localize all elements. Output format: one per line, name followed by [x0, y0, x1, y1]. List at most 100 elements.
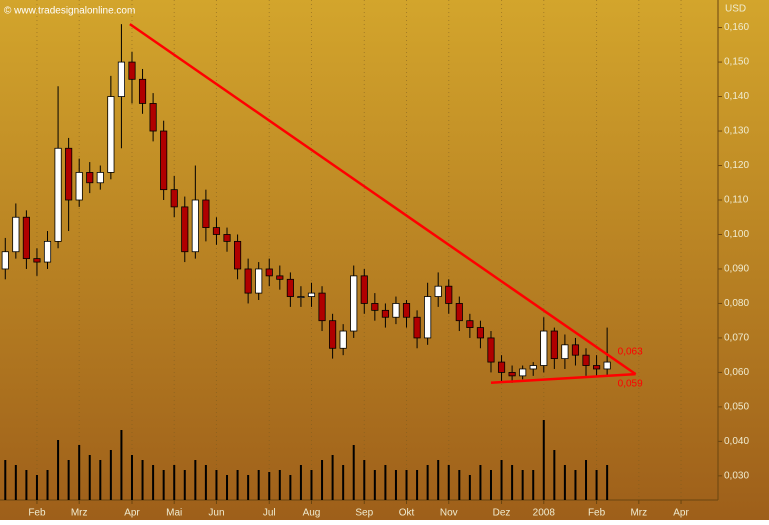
volume-bar	[574, 470, 577, 500]
volume-bar	[416, 470, 419, 500]
x-tick-label: Mrz	[71, 508, 88, 519]
candle-body	[476, 327, 484, 339]
y-tick-label: 0,070	[724, 333, 749, 344]
volume-bar	[606, 465, 609, 500]
volume-bar	[553, 450, 556, 500]
volume-bar	[384, 465, 387, 500]
candle-body	[497, 361, 506, 373]
candle-body	[12, 216, 20, 253]
volume-bar	[447, 465, 450, 500]
volume-bar	[299, 465, 302, 500]
volume-bar	[394, 470, 397, 500]
volume-bar	[500, 460, 503, 500]
candle-body	[434, 285, 442, 297]
volume-bar	[278, 470, 281, 500]
volume-bar	[162, 470, 165, 500]
candle-body	[255, 268, 263, 294]
candle-body	[519, 368, 527, 377]
y-tick-label: 0,120	[724, 160, 749, 171]
y-tick-label: 0,050	[724, 402, 749, 413]
volume-bar	[78, 445, 81, 500]
volume-bar	[268, 472, 271, 500]
x-tick-label: Apr	[673, 508, 689, 519]
volume-bar	[152, 465, 155, 500]
candle-body	[508, 372, 516, 377]
volume-bar	[532, 470, 535, 500]
trend-line	[490, 372, 636, 385]
y-tick-label: 0,110	[724, 195, 749, 206]
volume-bar	[563, 465, 566, 500]
candle-body	[223, 234, 231, 242]
volume-bar	[88, 455, 91, 500]
volume-bar	[585, 460, 588, 500]
candle-body	[22, 216, 30, 260]
volume-bar	[468, 475, 471, 500]
candle-body	[603, 361, 611, 370]
y-tick-label: 0,150	[724, 57, 749, 68]
volume-bar	[542, 420, 545, 500]
x-tick-label: Okt	[399, 508, 415, 519]
volume-bar	[373, 470, 376, 500]
candle-body	[149, 103, 157, 132]
candle-body	[445, 285, 453, 304]
chart-title: © www.tradesignalonline.com	[4, 6, 135, 17]
annotation: 0,059	[618, 379, 643, 390]
volume-bar	[363, 460, 366, 500]
candle-body	[96, 172, 104, 184]
candle-body	[265, 268, 273, 277]
candle-body	[212, 227, 221, 235]
x-tick-label: Nov	[440, 508, 458, 519]
volume-bar	[67, 460, 70, 500]
volume-bar	[405, 470, 408, 500]
candle-body	[540, 330, 548, 366]
y-tick-label: 0,040	[724, 436, 749, 447]
volume-bar	[247, 475, 250, 500]
x-tick-label: Dez	[493, 508, 511, 519]
volume-bar	[342, 465, 345, 500]
x-tick-label: Aug	[303, 508, 321, 519]
candle-body	[466, 320, 474, 328]
candle-body	[1, 251, 9, 270]
candle-body	[582, 354, 590, 366]
volume-bar	[479, 465, 482, 500]
volume-bar	[331, 455, 334, 500]
volume-bar	[120, 430, 123, 500]
volume-bar	[236, 470, 239, 500]
candle-body	[318, 292, 326, 322]
volume-bar	[4, 460, 7, 500]
volume-bar	[14, 465, 17, 500]
volume-bar	[595, 470, 598, 500]
x-tick-label: Feb	[28, 508, 46, 519]
volume-bar	[109, 450, 112, 500]
x-tick-label: Sep	[355, 508, 373, 519]
candle-body	[138, 78, 147, 104]
candle-body	[381, 309, 389, 318]
candle-body	[234, 240, 242, 270]
volume-bar	[310, 470, 313, 500]
candle-body	[54, 147, 62, 242]
volume-bar	[57, 440, 60, 500]
volume-bar	[130, 455, 133, 500]
trend-line	[129, 23, 637, 376]
candle-body	[307, 292, 316, 297]
volume-bar	[511, 465, 514, 500]
volume-bar	[99, 460, 102, 500]
candle-body	[571, 344, 580, 356]
x-tick-label: Mrz	[630, 508, 647, 519]
candle-body	[75, 172, 83, 201]
y-tick-label: 0,030	[724, 471, 749, 482]
volume-bar	[458, 470, 461, 500]
volume-bar	[204, 465, 207, 500]
volume-bar	[352, 445, 355, 500]
y-tick-label: 0,090	[724, 264, 749, 275]
y-tick-label: 0,100	[724, 229, 749, 240]
volume-bar	[257, 470, 260, 500]
candle-body	[202, 199, 210, 228]
volume-bar	[25, 470, 28, 500]
candle-body	[297, 296, 305, 298]
candle-body	[392, 303, 400, 318]
x-tick-label: Feb	[588, 508, 606, 519]
candle-body	[117, 61, 125, 97]
candle-body	[561, 344, 569, 360]
